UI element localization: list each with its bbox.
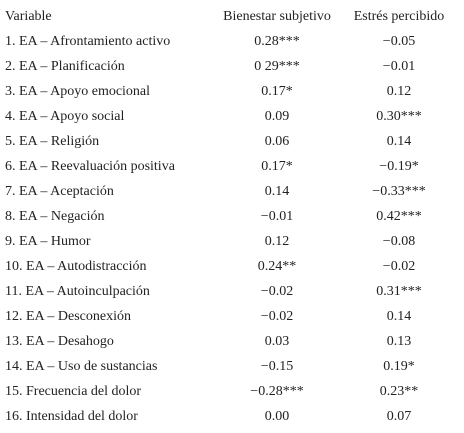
header-cell: Bienestar subjetivo xyxy=(223,9,331,24)
value-cell: 0.23** xyxy=(379,384,419,399)
row-label: 2. EA – Planificación xyxy=(5,59,125,74)
row-label: 12. EA – Desconexión xyxy=(5,309,131,324)
value-cell: 0.09 xyxy=(264,109,290,124)
row-label: 7. EA – Aceptación xyxy=(5,184,114,199)
value-cell: 0.06 xyxy=(264,134,290,149)
value-cell: −0.15 xyxy=(260,359,294,374)
value-cell: 0.14 xyxy=(264,184,290,199)
value-cell: 0.30*** xyxy=(376,109,422,124)
row-label: 15. Frecuencia del dolor xyxy=(5,384,142,399)
row-label: 4. EA – Apoyo social xyxy=(5,109,125,124)
value-cell: 0.03 xyxy=(264,334,290,349)
value-cell: 0.17* xyxy=(261,159,293,174)
value-cell: −0.19* xyxy=(379,159,419,174)
row-label: 8. EA – Negación xyxy=(5,209,105,224)
row-label: 9. EA – Humor xyxy=(5,234,91,249)
value-cell: −0.28*** xyxy=(250,384,304,399)
value-cell: 0.17* xyxy=(261,84,293,99)
value-cell: −0.02 xyxy=(260,309,294,324)
value-cell: −0.01 xyxy=(382,59,416,74)
value-cell: 0.14 xyxy=(386,134,412,149)
value-cell: 0.13 xyxy=(386,334,412,349)
value-cell: 0.12 xyxy=(264,234,290,249)
value-cell: 0.24** xyxy=(257,259,297,274)
value-cell: 0.14 xyxy=(386,309,412,324)
value-cell: 0.42*** xyxy=(376,209,422,224)
value-cell: 0.31*** xyxy=(376,284,422,299)
value-cell: −0.02 xyxy=(260,284,294,299)
value-cell: 0 29*** xyxy=(254,59,300,74)
value-cell: 0.12 xyxy=(386,84,412,99)
value-cell: 0.00 xyxy=(264,409,290,424)
value-cell: 0.28*** xyxy=(254,34,300,49)
value-cell: −0.02 xyxy=(382,259,416,274)
header-cell: Estrés percibido xyxy=(353,9,445,24)
row-label: 1. EA – Afrontamiento activo xyxy=(5,34,171,49)
row-label: 13. EA – Desahogo xyxy=(5,334,114,349)
row-label: 6. EA – Reevaluación positiva xyxy=(5,159,175,174)
value-cell: −0.01 xyxy=(260,209,294,224)
row-label: 5. EA – Religión xyxy=(5,134,100,149)
row-label: 16. Intensidad del dolor xyxy=(5,409,138,424)
value-cell: −0.08 xyxy=(382,234,416,249)
row-label: 14. EA – Uso de sustancias xyxy=(5,359,158,374)
row-label: 11. EA – Autoinculpación xyxy=(5,284,150,299)
value-cell: −0.33*** xyxy=(372,184,426,199)
value-cell: 0.07 xyxy=(386,409,412,424)
row-label: 10. EA – Autodistracción xyxy=(5,259,147,274)
header-cell: Variable xyxy=(5,9,52,24)
row-label: 3. EA – Apoyo emocional xyxy=(5,84,151,99)
value-cell: −0.05 xyxy=(382,34,416,49)
value-cell: 0.19* xyxy=(383,359,415,374)
